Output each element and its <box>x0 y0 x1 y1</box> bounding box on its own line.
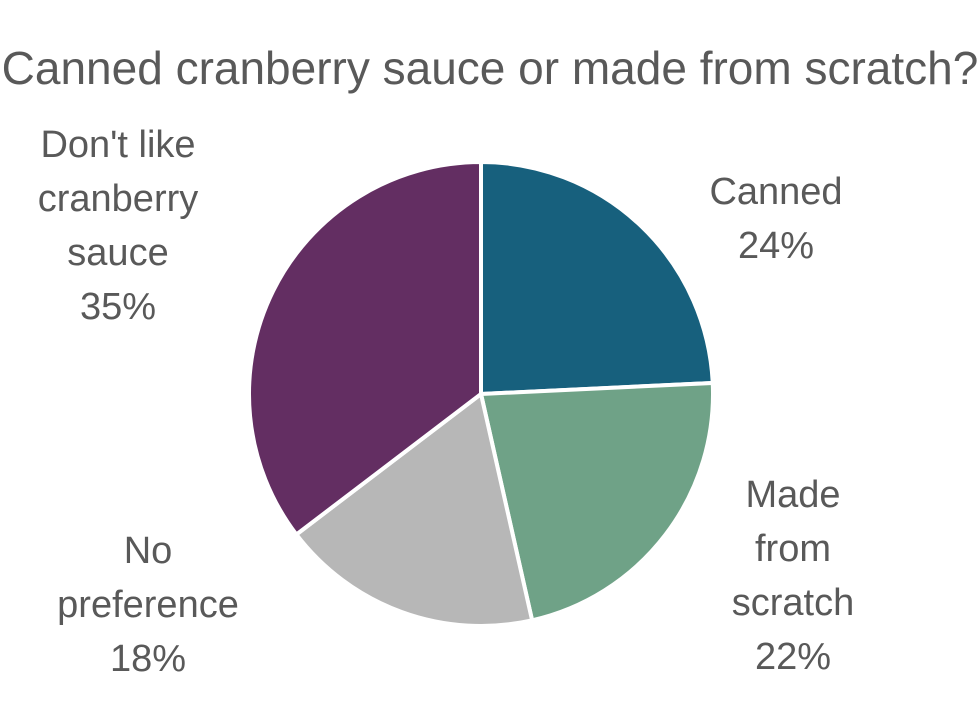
pie-slice-no-preference <box>294 392 535 628</box>
slice-label-text: Made <box>745 474 841 516</box>
slice-label-text: cranberry <box>37 178 199 220</box>
pie-slices <box>246 160 715 628</box>
slice-label-no-preference: No preference 18% <box>57 524 239 686</box>
slice-label-text: No <box>123 530 173 572</box>
slice-label-don-t-like-cranberry-sauce: Don't like cranberry sauce 35% <box>38 118 199 334</box>
chart-title: Canned cranberry sauce or made from scra… <box>1 42 979 94</box>
pie-slice-made-from-scratch <box>479 380 715 623</box>
slice-label-made-from-scratch: Made from scratch 22% <box>732 468 854 684</box>
slice-value-label: 35% <box>79 286 157 328</box>
slice-label-text: Don't like <box>40 124 196 166</box>
slice-label-text: from <box>754 528 831 570</box>
slice-value-label: 22% <box>754 636 832 678</box>
slice-value-label: 18% <box>109 638 187 680</box>
pie-slice-don-t-like-cranberry-sauce <box>246 160 483 537</box>
slice-label-text: sauce <box>67 232 169 274</box>
slice-value-label: 24% <box>737 225 815 267</box>
slice-label-text: scratch <box>731 582 855 624</box>
slice-label-text: preference <box>57 584 239 626</box>
slice-label-text: Canned <box>709 171 843 213</box>
pie-slice-canned <box>479 160 715 396</box>
slice-label-canned: Canned 24% <box>709 165 842 273</box>
